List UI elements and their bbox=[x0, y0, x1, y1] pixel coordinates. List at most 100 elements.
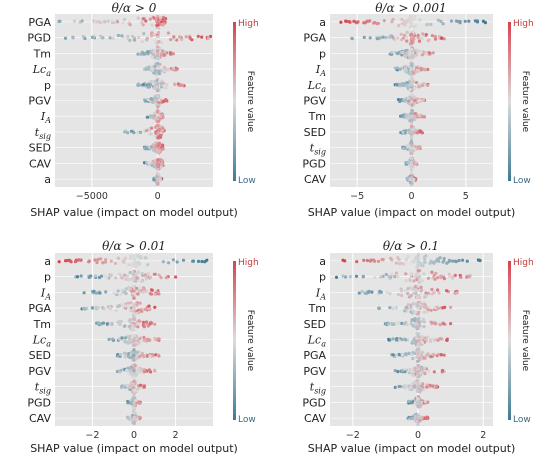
feature-label: PGA bbox=[28, 16, 51, 29]
shap-point bbox=[394, 271, 399, 275]
shap-point bbox=[409, 157, 414, 161]
shap-point bbox=[136, 131, 140, 135]
shap-point bbox=[400, 293, 404, 298]
shap-point bbox=[135, 303, 139, 307]
shap-point bbox=[156, 35, 160, 39]
shap-point bbox=[133, 317, 137, 322]
shap-point bbox=[414, 255, 418, 259]
shap-point bbox=[406, 303, 410, 307]
shap-point bbox=[152, 178, 156, 182]
shap-point bbox=[139, 279, 143, 283]
shap-point bbox=[150, 97, 154, 101]
shap-point bbox=[157, 69, 161, 73]
shap-point bbox=[422, 304, 426, 309]
shap-point bbox=[128, 23, 132, 27]
shap-point bbox=[408, 180, 412, 184]
shap-point bbox=[408, 42, 413, 46]
panel-title: θ/α > 0 bbox=[112, 1, 157, 15]
shap-point bbox=[152, 163, 156, 167]
shap-point bbox=[106, 19, 110, 23]
shap-point bbox=[408, 387, 412, 391]
shap-point bbox=[149, 80, 154, 84]
shap-point bbox=[376, 259, 381, 263]
shap-point bbox=[400, 82, 404, 86]
shap-point bbox=[404, 258, 408, 262]
x-axis-label: SHAP value (impact on model output) bbox=[30, 206, 238, 219]
shap-point bbox=[149, 288, 154, 292]
shap-point bbox=[145, 115, 150, 119]
feature-label: tsig bbox=[310, 142, 326, 157]
feature-label: IA bbox=[40, 110, 51, 125]
feature-label: IA bbox=[40, 286, 51, 301]
shap-point bbox=[465, 275, 469, 279]
shap-point bbox=[105, 275, 109, 280]
shap-point bbox=[423, 336, 427, 340]
shap-point bbox=[142, 52, 146, 56]
shap-point bbox=[97, 321, 101, 325]
shap-point bbox=[156, 30, 161, 35]
shap-point bbox=[123, 351, 127, 356]
shap-point bbox=[82, 291, 86, 295]
shap-point bbox=[409, 66, 413, 70]
shap-point bbox=[153, 292, 157, 296]
shap-point bbox=[407, 351, 411, 355]
shap-point bbox=[85, 307, 89, 311]
shap-point bbox=[418, 296, 422, 300]
shap-point bbox=[416, 371, 420, 375]
shap-point bbox=[410, 109, 414, 113]
shap-point bbox=[119, 273, 123, 277]
shap-point bbox=[397, 352, 401, 357]
shap-point bbox=[420, 415, 424, 420]
shap-point bbox=[400, 38, 404, 42]
shap-point bbox=[158, 62, 162, 66]
shap-point bbox=[109, 273, 113, 277]
shap-point bbox=[426, 67, 430, 72]
shap-point bbox=[373, 276, 377, 280]
shap-point bbox=[63, 36, 68, 40]
shap-point bbox=[94, 274, 98, 278]
shap-point bbox=[365, 19, 369, 23]
shap-point bbox=[403, 289, 407, 293]
shap-point bbox=[161, 143, 165, 147]
shap-point bbox=[437, 291, 441, 295]
shap-point bbox=[142, 31, 146, 36]
shap-point bbox=[375, 22, 379, 26]
shap-point bbox=[184, 35, 188, 39]
shap-point bbox=[111, 337, 115, 341]
shap-point bbox=[387, 338, 391, 342]
shap-point bbox=[408, 14, 412, 18]
shap-point bbox=[125, 274, 129, 278]
shap-point bbox=[411, 164, 415, 169]
shap-point bbox=[415, 66, 419, 70]
shap-point bbox=[138, 285, 142, 289]
shap-point bbox=[131, 307, 136, 311]
shap-point bbox=[409, 36, 413, 40]
shap-point bbox=[408, 77, 412, 81]
shap-point bbox=[104, 290, 108, 294]
shap-point bbox=[418, 18, 422, 22]
shap-point bbox=[136, 270, 140, 274]
shap-point bbox=[401, 130, 405, 134]
shap-point bbox=[421, 317, 426, 321]
shap-point bbox=[129, 129, 134, 133]
shap-point bbox=[151, 100, 155, 104]
shap-point bbox=[416, 359, 420, 363]
shap-point bbox=[115, 369, 119, 374]
shap-point bbox=[436, 288, 440, 292]
shap-point bbox=[108, 36, 112, 40]
shap-point bbox=[404, 272, 408, 276]
feature-label: Tm bbox=[308, 110, 326, 123]
shap-point bbox=[409, 97, 414, 101]
shap-point bbox=[151, 143, 155, 147]
shap-point bbox=[152, 272, 156, 276]
shap-point bbox=[92, 289, 96, 293]
shap-point bbox=[422, 255, 427, 259]
shap-point bbox=[417, 384, 421, 389]
feature-label: PGV bbox=[28, 365, 51, 378]
swarm-pga bbox=[80, 301, 157, 317]
shap-point bbox=[393, 305, 397, 310]
x-tick-label: 0 bbox=[415, 430, 421, 441]
feature-label: SED bbox=[29, 349, 51, 362]
shap-point bbox=[375, 37, 380, 41]
